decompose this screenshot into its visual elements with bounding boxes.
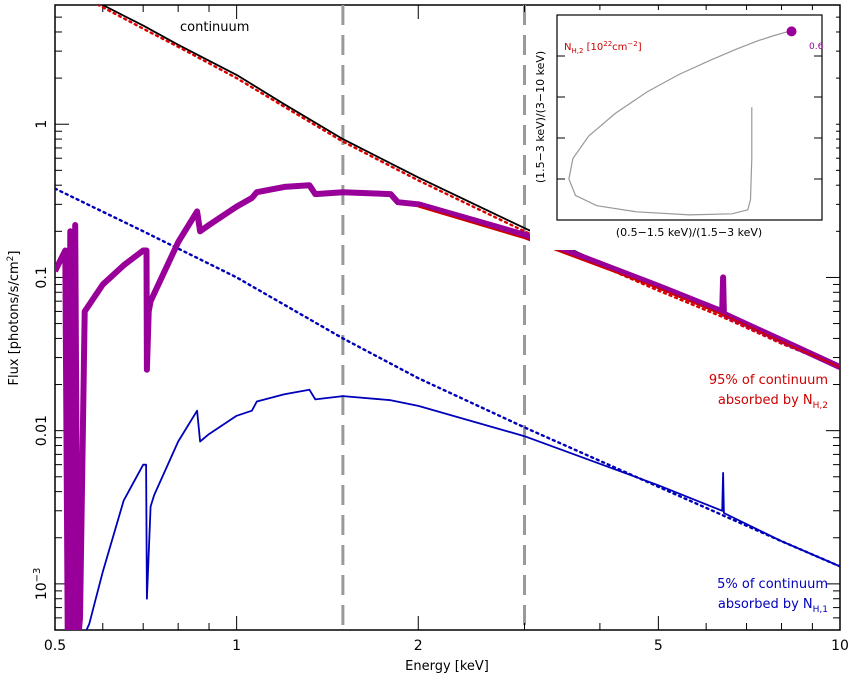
blue-annotation-line1: 5% of continuum [717,577,828,592]
y-axis-label: Flux [photons/s/cm2] [6,251,22,386]
series-line-3 [55,182,840,630]
red-annotation-line2: absorbed by NH,2 [718,393,828,411]
inset-background [530,10,836,250]
inset-y-label: (1.5−3 keV)/(3−10 keV) [534,51,547,183]
x-tick-label: 0.5 [44,638,66,654]
inset-nh-label: NH,2 [1022cm−2] [564,40,642,55]
reference-lines [341,5,527,630]
y-tick-label: 0.1 [34,266,50,288]
inset-frame [556,14,823,221]
x-axis-label: Energy [keV] [405,659,489,674]
series-line-5 [85,388,840,630]
x-tick-label: 5 [654,638,663,654]
inset-ticks [557,55,822,180]
y-tick-label: 10−3 [32,568,50,601]
plot-frame [54,4,841,631]
series-group [55,5,840,630]
inset-point-label: 0.6 [809,42,824,52]
inset-point [786,26,797,37]
y-tick-label: 1 [34,120,50,129]
x-tick-label: 1 [232,638,241,654]
red-annotation-line1: 95% of continuum [709,373,828,388]
inset-x-label: (0.5−1.5 keV)/(1.5−3 keV) [616,226,762,239]
series-line-4 [418,205,840,368]
y-tick-label: 0.01 [34,415,50,446]
series-line-1 [95,5,840,369]
blue-annotation-line2: absorbed by NH,1 [718,597,828,615]
inset-chart: 0.6 NH,2 [1022cm−2] (0.5−1.5 keV)/(1.5−3… [530,10,836,250]
continuum-label: continuum [180,20,249,35]
x-tick-label: 2 [414,638,423,654]
x-tick-label: 10 [831,638,849,654]
inset-curve [568,30,792,216]
